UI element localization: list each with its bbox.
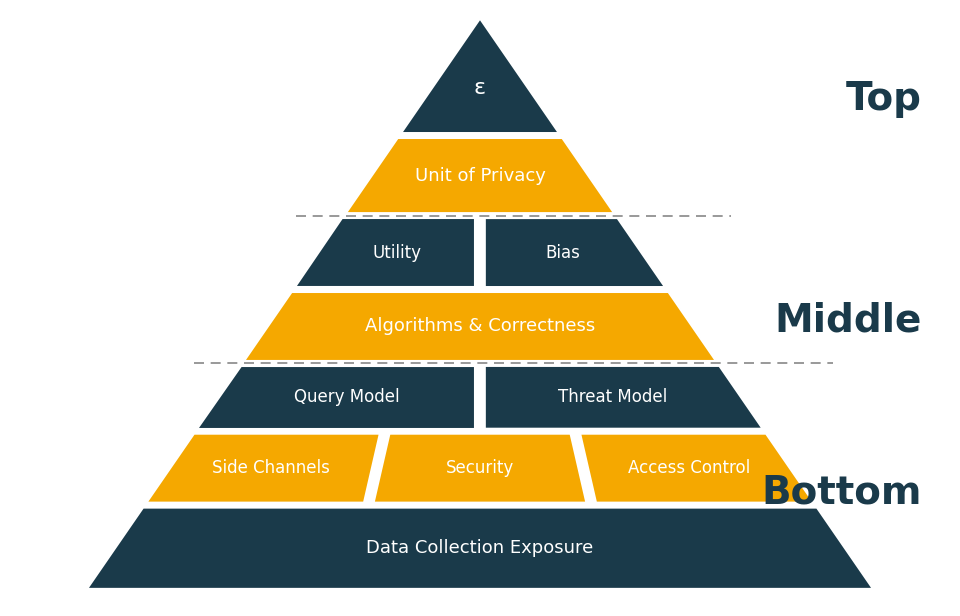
Polygon shape [373, 434, 587, 503]
Text: Utility: Utility [372, 243, 421, 262]
Text: Bias: Bias [545, 243, 581, 262]
Polygon shape [147, 434, 380, 503]
Text: Security: Security [445, 459, 515, 477]
Text: Side Channels: Side Channels [212, 459, 330, 477]
Text: Threat Model: Threat Model [559, 388, 667, 407]
Polygon shape [401, 18, 559, 133]
Text: ε: ε [474, 78, 486, 98]
Text: Top: Top [846, 79, 922, 118]
Text: Algorithms & Correctness: Algorithms & Correctness [365, 317, 595, 336]
Polygon shape [198, 366, 475, 429]
Text: Bottom: Bottom [761, 474, 922, 512]
Polygon shape [346, 138, 614, 213]
Text: Access Control: Access Control [628, 459, 750, 477]
Text: Middle: Middle [774, 301, 922, 339]
Polygon shape [295, 218, 475, 287]
Polygon shape [580, 434, 813, 503]
Text: Data Collection Exposure: Data Collection Exposure [367, 539, 593, 557]
Polygon shape [87, 508, 873, 589]
Text: Query Model: Query Model [295, 388, 400, 407]
Polygon shape [485, 218, 665, 287]
Polygon shape [485, 366, 762, 429]
Text: Unit of Privacy: Unit of Privacy [415, 166, 545, 185]
Polygon shape [244, 292, 716, 361]
